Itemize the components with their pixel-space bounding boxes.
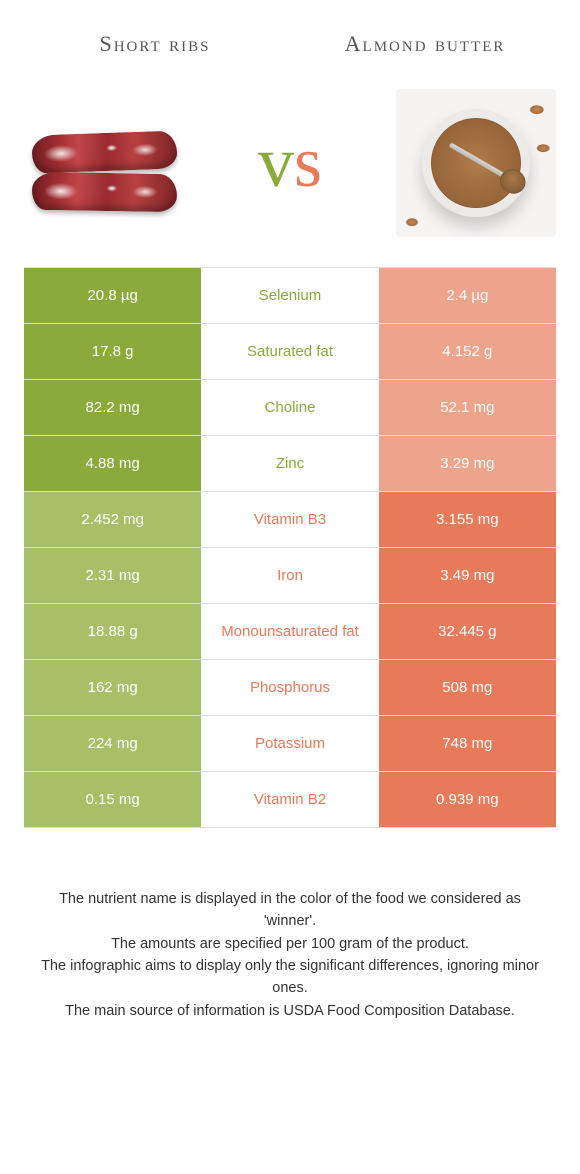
right-value-cell: 2.4 µg	[379, 268, 556, 323]
table-row: 82.2 mgCholine52.1 mg	[24, 380, 556, 436]
table-row: 2.31 mgIron3.49 mg	[24, 548, 556, 604]
nutrient-name-cell: Potassium	[201, 716, 378, 771]
left-value-cell: 20.8 µg	[24, 268, 201, 323]
table-row: 224 mgPotassium748 mg	[24, 716, 556, 772]
nutrient-name-cell: Choline	[201, 380, 378, 435]
right-value-cell: 3.155 mg	[379, 492, 556, 547]
nutrient-name-cell: Monounsaturated fat	[201, 604, 378, 659]
table-row: 0.15 mgVitamin B20.939 mg	[24, 772, 556, 828]
right-value-cell: 748 mg	[379, 716, 556, 771]
table-row: 17.8 gSaturated fat4.152 g	[24, 324, 556, 380]
left-value-cell: 18.88 g	[24, 604, 201, 659]
left-value-cell: 4.88 mg	[24, 436, 201, 491]
right-value-cell: 52.1 mg	[379, 380, 556, 435]
table-row: 2.452 mgVitamin B33.155 mg	[24, 492, 556, 548]
left-value-cell: 82.2 mg	[24, 380, 201, 435]
left-value-cell: 162 mg	[24, 660, 201, 715]
right-value-cell: 4.152 g	[379, 324, 556, 379]
right-value-cell: 3.29 mg	[379, 436, 556, 491]
right-food-image	[396, 89, 556, 237]
nutrient-name-cell: Zinc	[201, 436, 378, 491]
table-row: 18.88 gMonounsaturated fat32.445 g	[24, 604, 556, 660]
right-value-cell: 0.939 mg	[379, 772, 556, 827]
nutrient-name-cell: Vitamin B2	[201, 772, 378, 827]
left-value-cell: 224 mg	[24, 716, 201, 771]
footer-line-2: The amounts are specified per 100 gram o…	[38, 933, 542, 955]
left-value-cell: 2.31 mg	[24, 548, 201, 603]
nutrient-table: 20.8 µgSelenium2.4 µg17.8 gSaturated fat…	[24, 267, 556, 828]
left-value-cell: 0.15 mg	[24, 772, 201, 827]
nutrient-name-cell: Phosphorus	[201, 660, 378, 715]
right-value-cell: 508 mg	[379, 660, 556, 715]
image-row: vs	[0, 69, 580, 267]
footer-line-1: The nutrient name is displayed in the co…	[38, 888, 542, 933]
nutrient-name-cell: Vitamin B3	[201, 492, 378, 547]
vs-label: vs	[258, 121, 322, 204]
left-food-image	[24, 89, 184, 237]
footer-line-3: The infographic aims to display only the…	[38, 955, 542, 1000]
left-food-title: Short ribs	[34, 30, 277, 59]
table-row: 20.8 µgSelenium2.4 µg	[24, 268, 556, 324]
right-food-title: Almond butter	[304, 30, 547, 59]
footer-line-4: The main source of information is USDA F…	[38, 1000, 542, 1022]
header-titles: Short ribs Almond butter	[0, 0, 580, 69]
nutrient-name-cell: Saturated fat	[201, 324, 378, 379]
table-row: 162 mgPhosphorus508 mg	[24, 660, 556, 716]
left-value-cell: 2.452 mg	[24, 492, 201, 547]
right-value-cell: 32.445 g	[379, 604, 556, 659]
nutrient-name-cell: Selenium	[201, 268, 378, 323]
nutrient-name-cell: Iron	[201, 548, 378, 603]
table-row: 4.88 mgZinc3.29 mg	[24, 436, 556, 492]
left-value-cell: 17.8 g	[24, 324, 201, 379]
footer-notes: The nutrient name is displayed in the co…	[38, 888, 542, 1023]
right-value-cell: 3.49 mg	[379, 548, 556, 603]
